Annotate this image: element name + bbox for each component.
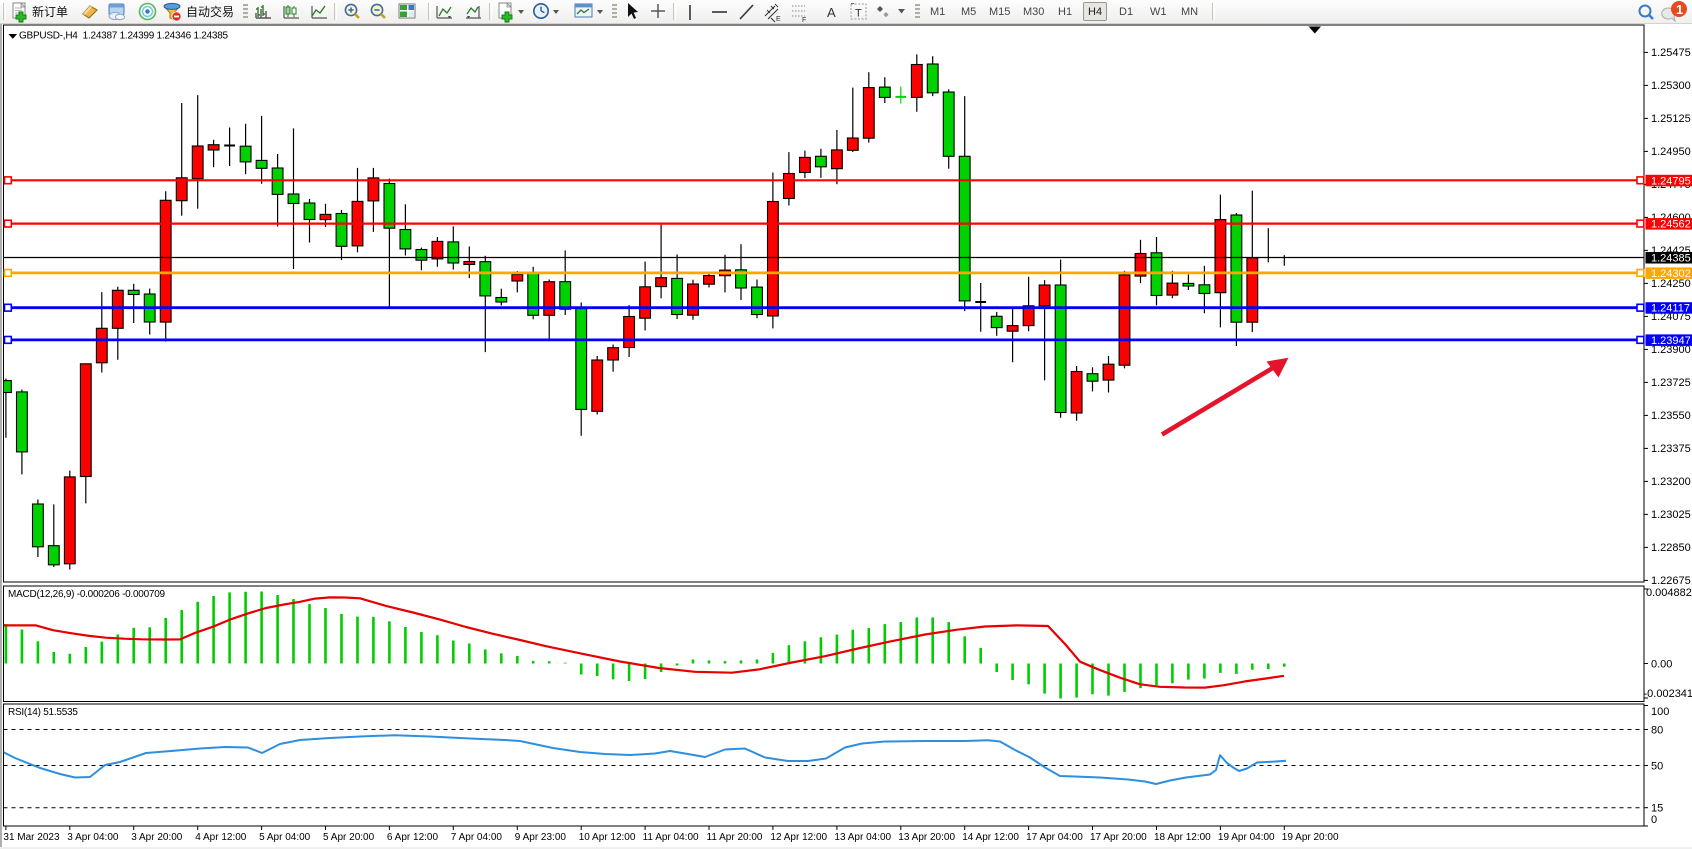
svg-text:5 Apr 20:00: 5 Apr 20:00 bbox=[323, 832, 375, 843]
svg-text:50: 50 bbox=[1651, 760, 1663, 772]
svg-text:1.23200: 1.23200 bbox=[1651, 476, 1691, 488]
svg-text:1.24562: 1.24562 bbox=[1651, 219, 1691, 231]
svg-text:MACD(12,26,9) -0.000206 -0.000: MACD(12,26,9) -0.000206 -0.000709 bbox=[8, 589, 166, 600]
svg-text:1.24950: 1.24950 bbox=[1651, 146, 1691, 158]
svg-text:1: 1 bbox=[1676, 2, 1683, 17]
svg-text:RSI(14) 51.5535: RSI(14) 51.5535 bbox=[8, 707, 78, 718]
svg-text:1.24075: 1.24075 bbox=[1651, 311, 1691, 323]
svg-text:1.22850: 1.22850 bbox=[1651, 542, 1691, 554]
svg-text:0.00: 0.00 bbox=[1651, 658, 1672, 670]
svg-text:1.23725: 1.23725 bbox=[1651, 377, 1691, 389]
svg-text:80: 80 bbox=[1651, 724, 1663, 736]
svg-text:5 Apr 04:00: 5 Apr 04:00 bbox=[259, 832, 311, 843]
svg-text:100: 100 bbox=[1651, 706, 1669, 718]
svg-text:GBPUSD-,H4 1.24387 1.24399 1.: GBPUSD-,H4 1.24387 1.24399 1.24346 1.243… bbox=[19, 31, 229, 42]
svg-text:-0.002341: -0.002341 bbox=[1644, 688, 1692, 700]
svg-text:1.22675: 1.22675 bbox=[1651, 575, 1691, 587]
svg-text:1.25300: 1.25300 bbox=[1651, 80, 1691, 92]
svg-text:1.23900: 1.23900 bbox=[1651, 344, 1691, 356]
svg-text:1.23375: 1.23375 bbox=[1651, 443, 1691, 455]
svg-text:1.24795: 1.24795 bbox=[1651, 175, 1691, 187]
svg-text:1.25125: 1.25125 bbox=[1651, 113, 1691, 125]
svg-text:F: F bbox=[802, 17, 806, 24]
svg-text:17 Apr 20:00: 17 Apr 20:00 bbox=[1090, 832, 1147, 843]
svg-text:11 Apr 04:00: 11 Apr 04:00 bbox=[643, 832, 699, 843]
svg-text:15: 15 bbox=[1651, 803, 1663, 815]
svg-text:T: T bbox=[855, 8, 862, 20]
svg-text:1.23550: 1.23550 bbox=[1651, 410, 1691, 422]
svg-text:1.24250: 1.24250 bbox=[1651, 278, 1691, 290]
svg-text:6 Apr 12:00: 6 Apr 12:00 bbox=[387, 832, 439, 843]
svg-text:1.24117: 1.24117 bbox=[1651, 303, 1690, 315]
svg-text:9 Apr 23:00: 9 Apr 23:00 bbox=[515, 832, 567, 843]
svg-text:4 Apr 12:00: 4 Apr 12:00 bbox=[195, 832, 247, 843]
svg-text:1.24385: 1.24385 bbox=[1651, 253, 1691, 265]
svg-text:13 Apr 04:00: 13 Apr 04:00 bbox=[834, 832, 891, 843]
svg-text:19 Apr 04:00: 19 Apr 04:00 bbox=[1218, 832, 1275, 843]
svg-text:11 Apr 20:00: 11 Apr 20:00 bbox=[707, 832, 763, 843]
svg-text:1.24302: 1.24302 bbox=[1651, 268, 1691, 280]
svg-text:E: E bbox=[776, 16, 781, 23]
svg-text:14 Apr 12:00: 14 Apr 12:00 bbox=[962, 832, 1019, 843]
svg-text:19 Apr 20:00: 19 Apr 20:00 bbox=[1282, 832, 1339, 843]
svg-text:1.25475: 1.25475 bbox=[1651, 47, 1691, 59]
svg-text:13 Apr 20:00: 13 Apr 20:00 bbox=[898, 832, 955, 843]
svg-text:12 Apr 12:00: 12 Apr 12:00 bbox=[770, 832, 827, 843]
svg-text:31 Mar 2023: 31 Mar 2023 bbox=[3, 832, 60, 843]
svg-text:3 Apr 04:00: 3 Apr 04:00 bbox=[67, 832, 119, 843]
svg-text:3 Apr 20:00: 3 Apr 20:00 bbox=[131, 832, 183, 843]
svg-text:18 Apr 12:00: 18 Apr 12:00 bbox=[1154, 832, 1211, 843]
svg-text:17 Apr 04:00: 17 Apr 04:00 bbox=[1026, 832, 1083, 843]
svg-text:0.004882: 0.004882 bbox=[1646, 587, 1692, 599]
svg-text:0: 0 bbox=[1651, 814, 1657, 826]
svg-text:A: A bbox=[827, 5, 836, 20]
svg-text:7 Apr 04:00: 7 Apr 04:00 bbox=[451, 832, 503, 843]
svg-text:10 Apr 12:00: 10 Apr 12:00 bbox=[579, 832, 636, 843]
svg-text:1.23025: 1.23025 bbox=[1651, 509, 1691, 521]
svg-text:1.23947: 1.23947 bbox=[1651, 335, 1691, 347]
